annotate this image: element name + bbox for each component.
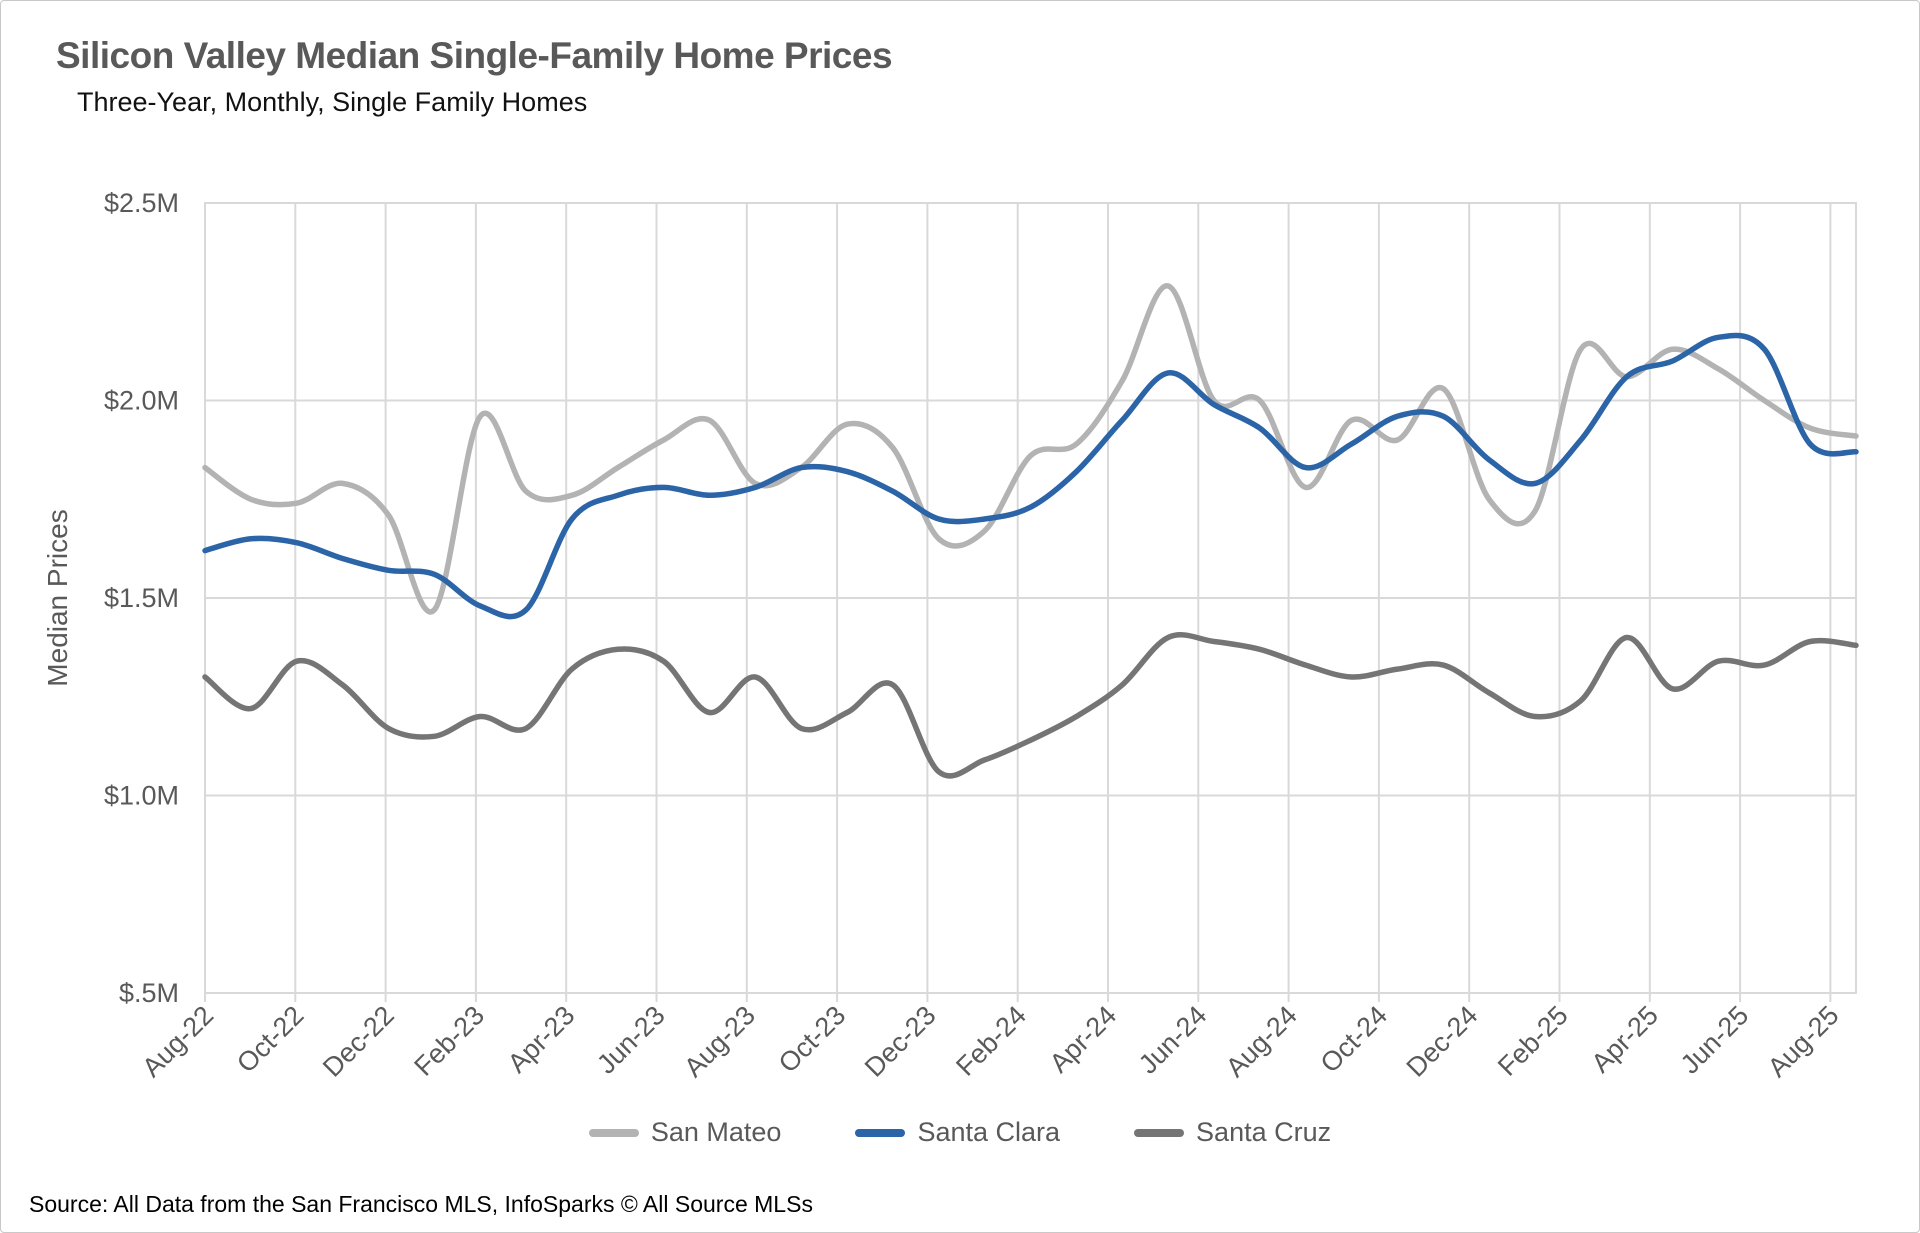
x-tick-label: Apr-24 [1044, 1000, 1123, 1079]
x-tick-label: Oct-24 [1315, 1000, 1394, 1079]
x-tick-label: Apr-25 [1586, 1000, 1665, 1079]
series-line-san-mateo [202, 283, 1859, 615]
x-tick-label: Jun-23 [591, 1000, 671, 1080]
x-tick-label: Dec-24 [1401, 1000, 1484, 1083]
x-tick-label: Feb-25 [1492, 1000, 1574, 1082]
source-attribution: Source: All Data from the San Francisco … [29, 1191, 813, 1217]
y-tick-label: $.5M [119, 978, 179, 1008]
y-tick-label: $1.0M [104, 781, 179, 811]
legend-swatch-santa-cruz [1134, 1128, 1185, 1137]
y-tick-label: $2.0M [104, 386, 179, 416]
legend-label-san-mateo: San Mateo [650, 1117, 782, 1147]
x-tick-label: Jun-25 [1675, 1000, 1755, 1080]
legend-label-santa-clara: Santa Clara [917, 1117, 1061, 1147]
x-tick-label: Aug-25 [1762, 1000, 1845, 1083]
y-tick-label: $2.5M [104, 188, 179, 218]
legend-swatch-san-mateo [588, 1128, 639, 1137]
legend-item-san-mateo: San Mateo [588, 1117, 782, 1148]
x-tick-label: Aug-22 [136, 1000, 219, 1083]
y-axis-label: Median Prices [42, 509, 73, 686]
x-tick-label: Feb-24 [950, 1000, 1032, 1082]
x-tick-label: Oct-22 [231, 1000, 310, 1079]
legend-label-santa-cruz: Santa Cruz [1196, 1117, 1332, 1147]
legend-item-santa-cruz: Santa Cruz [1134, 1117, 1331, 1148]
series-line-santa-cruz [202, 632, 1859, 779]
series-line-santa-clara [202, 332, 1859, 620]
y-tick-label: $1.5M [104, 583, 179, 613]
chart-subtitle: Three-Year, Monthly, Single Family Homes [77, 87, 588, 117]
x-tick-label: Aug-24 [1220, 1000, 1303, 1083]
x-tick-label: Apr-23 [502, 1000, 581, 1079]
x-tick-label: Dec-23 [859, 1000, 942, 1083]
x-tick-label: Jun-24 [1133, 1000, 1213, 1080]
legend-swatch-santa-clara [855, 1128, 906, 1137]
x-tick-label: Dec-22 [317, 1000, 400, 1083]
chart-title: Silicon Valley Median Single-Family Home… [56, 35, 893, 76]
x-tick-label: Aug-23 [678, 1000, 761, 1083]
chart-legend: San Mateo Santa Clara Santa Cruz [1, 1117, 1919, 1148]
x-tick-label: Oct-23 [773, 1000, 852, 1079]
x-tick-label: Feb-23 [408, 1000, 490, 1082]
plot-border [204, 202, 1857, 994]
legend-item-santa-clara: Santa Clara [855, 1117, 1060, 1148]
